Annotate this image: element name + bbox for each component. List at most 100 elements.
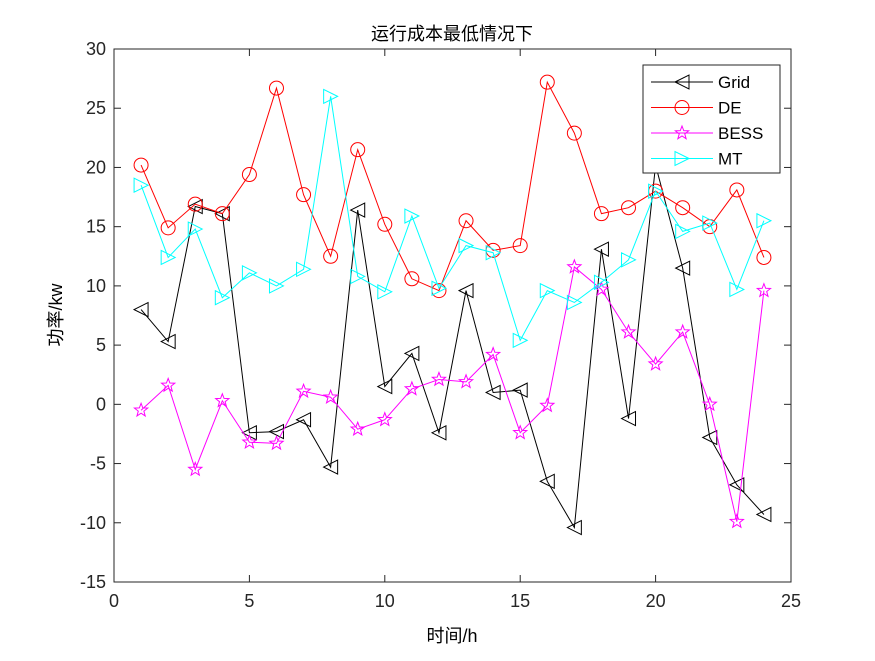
data-point-mt — [268, 278, 285, 294]
data-point-de — [214, 206, 230, 222]
data-point-bess — [620, 323, 637, 339]
y-tick-label: -10 — [80, 513, 106, 533]
data-point-de — [268, 80, 284, 96]
series-bess — [133, 258, 772, 529]
data-point-grid — [349, 202, 366, 218]
x-tick-label: 15 — [510, 591, 530, 611]
data-point-bess — [728, 513, 745, 529]
data-point-mt — [458, 237, 475, 254]
data-point-grid — [485, 384, 501, 401]
legend-label: MT — [718, 150, 743, 169]
legend-box — [642, 64, 781, 174]
legend-item-grid: Grid — [651, 73, 750, 92]
data-point-mt — [350, 268, 366, 285]
y-tick-label: 10 — [86, 276, 106, 296]
y-tick-label: -5 — [90, 454, 106, 474]
legend-label: Grid — [718, 73, 750, 92]
data-point-bess — [674, 323, 691, 339]
data-point-de — [187, 196, 203, 212]
data-point-mt — [539, 282, 556, 299]
series-line-de — [140, 80, 765, 292]
data-point-de — [566, 125, 582, 141]
x-tick-label: 25 — [781, 591, 801, 611]
legend-marker — [674, 100, 690, 115]
legend-marker — [673, 74, 690, 90]
legend-marker — [674, 150, 691, 167]
legend-item-de: DE — [651, 99, 742, 118]
data-point-grid — [566, 519, 582, 536]
data-point-de — [350, 142, 366, 158]
data-point-de — [458, 213, 474, 229]
data-point-mt — [648, 183, 664, 199]
data-point-mt — [431, 280, 448, 297]
data-point-bess — [322, 388, 339, 405]
data-point-grid — [728, 477, 745, 493]
data-point-mt — [160, 249, 177, 266]
data-point-bess — [214, 392, 231, 408]
y-tick-label: 0 — [96, 394, 106, 414]
data-point-de — [621, 200, 637, 216]
data-point-bess — [430, 371, 447, 387]
data-point-mt — [756, 212, 773, 229]
data-point-mt — [621, 252, 637, 268]
data-point-mt — [702, 215, 718, 231]
x-tick-label: 20 — [646, 591, 666, 611]
data-point-bess — [403, 380, 420, 396]
data-point-de — [241, 167, 257, 183]
data-point-de — [756, 249, 772, 265]
data-point-mt — [729, 281, 745, 298]
data-point-de — [133, 157, 149, 173]
data-point-grid — [593, 241, 609, 257]
data-point-bess — [755, 282, 772, 298]
data-point-de — [296, 187, 312, 203]
y-tick-label: -15 — [80, 572, 106, 592]
data-point-grid — [674, 260, 691, 276]
data-point-de — [729, 182, 745, 198]
data-point-bess — [701, 395, 718, 412]
data-point-bess — [539, 397, 556, 413]
data-point-mt — [485, 244, 502, 261]
data-point-bess — [376, 411, 393, 427]
data-point-bess — [160, 376, 177, 393]
chart-title: 运行成本最低情况下 — [371, 24, 533, 44]
data-point-mt — [323, 88, 339, 105]
legend-item-bess: BESS — [651, 124, 763, 143]
data-point-mt — [566, 294, 583, 311]
legend-item-mt: MT — [651, 150, 743, 169]
data-point-grid — [322, 459, 339, 475]
plot-box — [113, 48, 792, 583]
data-point-bess — [133, 401, 150, 418]
data-point-mt — [214, 289, 231, 306]
data-point-grid — [512, 382, 528, 398]
data-point-bess — [647, 355, 664, 371]
data-point-bess — [566, 258, 583, 274]
y-tick-label: 20 — [86, 157, 106, 177]
x-tick-label: 0 — [109, 591, 119, 611]
data-point-mt — [675, 223, 691, 240]
x-tick-label: 5 — [244, 591, 254, 611]
y-axis-label: 功率/kw — [46, 282, 66, 346]
series-mt — [133, 88, 773, 349]
data-point-de — [404, 271, 420, 287]
data-point-grid — [701, 429, 718, 446]
legend-label: BESS — [718, 124, 763, 143]
data-point-bess — [485, 346, 502, 362]
data-point-mt — [404, 208, 420, 224]
data-point-bess — [593, 281, 610, 297]
series-line-grid — [140, 164, 765, 530]
data-point-grid — [403, 345, 420, 362]
data-point-grid — [620, 410, 637, 427]
data-point-grid — [132, 301, 149, 318]
data-point-de — [160, 220, 176, 236]
data-point-grid — [376, 378, 393, 395]
data-point-bess — [268, 434, 285, 451]
data-point-mt — [133, 177, 150, 194]
data-point-mt — [296, 261, 312, 278]
data-point-de — [323, 248, 339, 264]
data-point-grid — [457, 282, 474, 299]
data-point-grid — [160, 333, 176, 350]
data-point-bess — [241, 433, 258, 450]
data-point-de — [512, 238, 528, 254]
data-point-bess — [187, 461, 204, 477]
